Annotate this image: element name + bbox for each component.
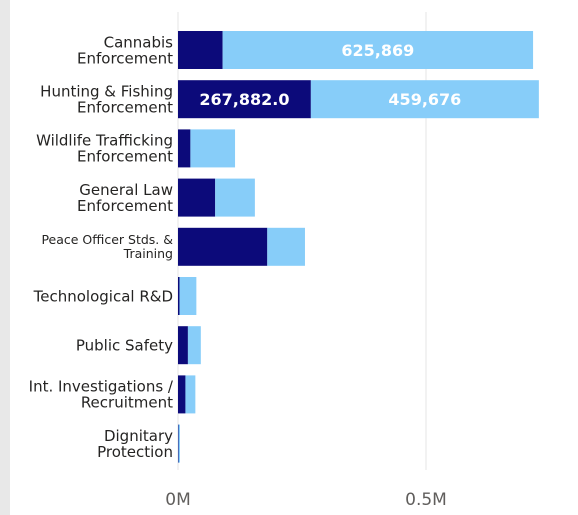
- category-label: General Law Enforcement: [77, 181, 173, 215]
- bar-series-2[interactable]: [222, 31, 534, 69]
- bar-series-2[interactable]: [187, 326, 201, 365]
- bar-series-1[interactable]: [178, 80, 311, 119]
- bars: [178, 31, 539, 463]
- bar-series-1[interactable]: [178, 326, 188, 365]
- bar-series-2[interactable]: [190, 129, 236, 168]
- bar-series-1[interactable]: [178, 277, 180, 315]
- stacked-bar-chart: Cannabis Enforcement Hunting & Fishing Enfo…: [29, 12, 539, 510]
- category-label: Public Safety: [76, 336, 173, 354]
- data-label: 267,882.0: [199, 90, 289, 109]
- bar-series-1[interactable]: [178, 424, 179, 463]
- data-labels: 625,869 267,882.0 459,676: [199, 41, 461, 109]
- bar-series-2[interactable]: [267, 227, 305, 266]
- data-label: 459,676: [388, 90, 461, 109]
- data-label: 625,869: [341, 41, 414, 60]
- x-tick-label: 0M: [165, 490, 190, 510]
- bar-series-1[interactable]: [178, 375, 186, 414]
- category-label: Dignitary Protection: [97, 427, 173, 461]
- bar-series-1[interactable]: [178, 227, 268, 266]
- bar-series-1[interactable]: [178, 31, 223, 69]
- category-label: Cannabis Enforcement: [77, 33, 173, 67]
- category-labels: Cannabis Enforcement Hunting & Fishing Enfo…: [29, 33, 174, 461]
- bar-series-2[interactable]: [310, 80, 539, 119]
- x-axis-ticks: 0M 0.5M: [165, 490, 447, 510]
- category-label: Technological R&D: [33, 287, 173, 305]
- x-tick-label: 0.5M: [405, 490, 447, 510]
- category-label: Wildlife Trafficking Enforcement: [36, 132, 173, 166]
- category-label: Int. Investigations / Recruitment: [29, 378, 174, 412]
- bar-series-1[interactable]: [178, 129, 191, 168]
- category-label: Peace Officer Stds. & Training: [41, 232, 173, 261]
- bar-series-2[interactable]: [215, 178, 255, 217]
- bar-series-2[interactable]: [178, 424, 180, 463]
- bar-series-2[interactable]: [179, 277, 197, 315]
- bar-series-1[interactable]: [178, 178, 216, 217]
- bar-series-2[interactable]: [185, 375, 196, 414]
- category-label: Hunting & Fishing Enforcement: [40, 82, 173, 116]
- chart-panel: Cannabis Enforcement Hunting & Fishing Enfo…: [10, 0, 578, 515]
